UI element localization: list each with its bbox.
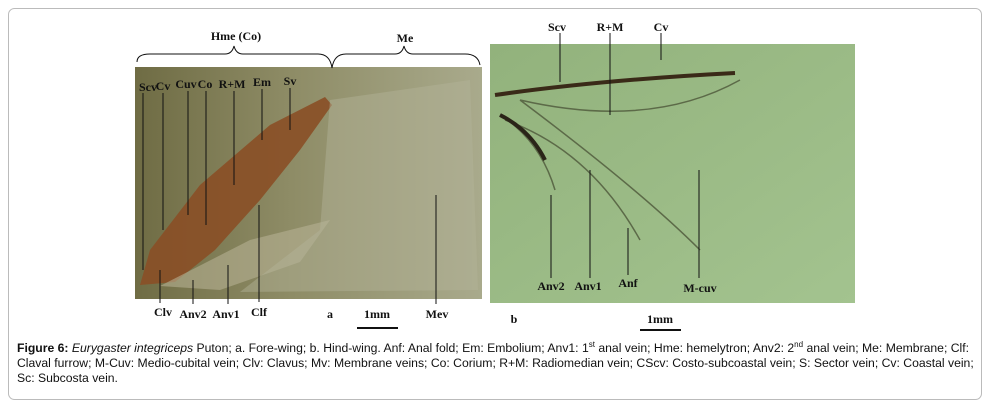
label: Co [198, 77, 213, 91]
vein [499, 79, 741, 251]
caption-label: Figure 6: [17, 341, 69, 355]
brace-label: Me [397, 31, 414, 45]
label: Anf [618, 276, 638, 290]
label: Anv2 [537, 279, 564, 293]
label: Anv2 [179, 307, 206, 321]
frame [8, 8, 982, 400]
caption-text: anal vein; Me: Membrane; Clf: Claval fur… [17, 341, 974, 385]
label: Clf [251, 305, 268, 319]
label: Clv [154, 305, 172, 319]
vein [499, 113, 547, 161]
label: Cv [654, 20, 669, 34]
wing-clavus [160, 220, 330, 290]
brace [136, 45, 333, 69]
label: Sv [284, 74, 297, 88]
leader-lines [142, 33, 700, 304]
caption-text: Puton; a. Fore-wing; b. Hind-wing. Anf: … [193, 341, 589, 355]
brace [331, 45, 481, 69]
caption-sup: st [588, 339, 595, 349]
label: Cuv [175, 77, 196, 91]
panel-letter: b [511, 312, 518, 326]
brace-label: Hme (Co) [211, 29, 261, 43]
label: Scv [548, 20, 566, 34]
scale-label: 1mm [364, 307, 390, 321]
photo-hindwing [490, 44, 855, 303]
panel-letter: a [327, 307, 333, 321]
caption: Figure 6: Eurygaster integriceps Puton; … [17, 339, 975, 386]
label: M-cuv [683, 281, 716, 295]
scale-label: 1mm [647, 312, 673, 326]
label: R+M [219, 77, 246, 91]
label: R+M [597, 20, 624, 34]
caption-sup: nd [794, 339, 804, 349]
label: Anv1 [212, 307, 239, 321]
label: Em [253, 75, 271, 89]
caption-species: Eurygaster integriceps [71, 341, 194, 355]
vein [494, 71, 736, 97]
wing-membrane [240, 80, 478, 292]
caption-text: anal vein; Hme: hemelytron; Anv2: 2 [594, 341, 795, 355]
label: Anv1 [574, 279, 601, 293]
wing-corium [140, 97, 332, 285]
label: Cv [156, 79, 171, 93]
label: Scv [139, 80, 157, 94]
label: Mev [426, 307, 449, 321]
